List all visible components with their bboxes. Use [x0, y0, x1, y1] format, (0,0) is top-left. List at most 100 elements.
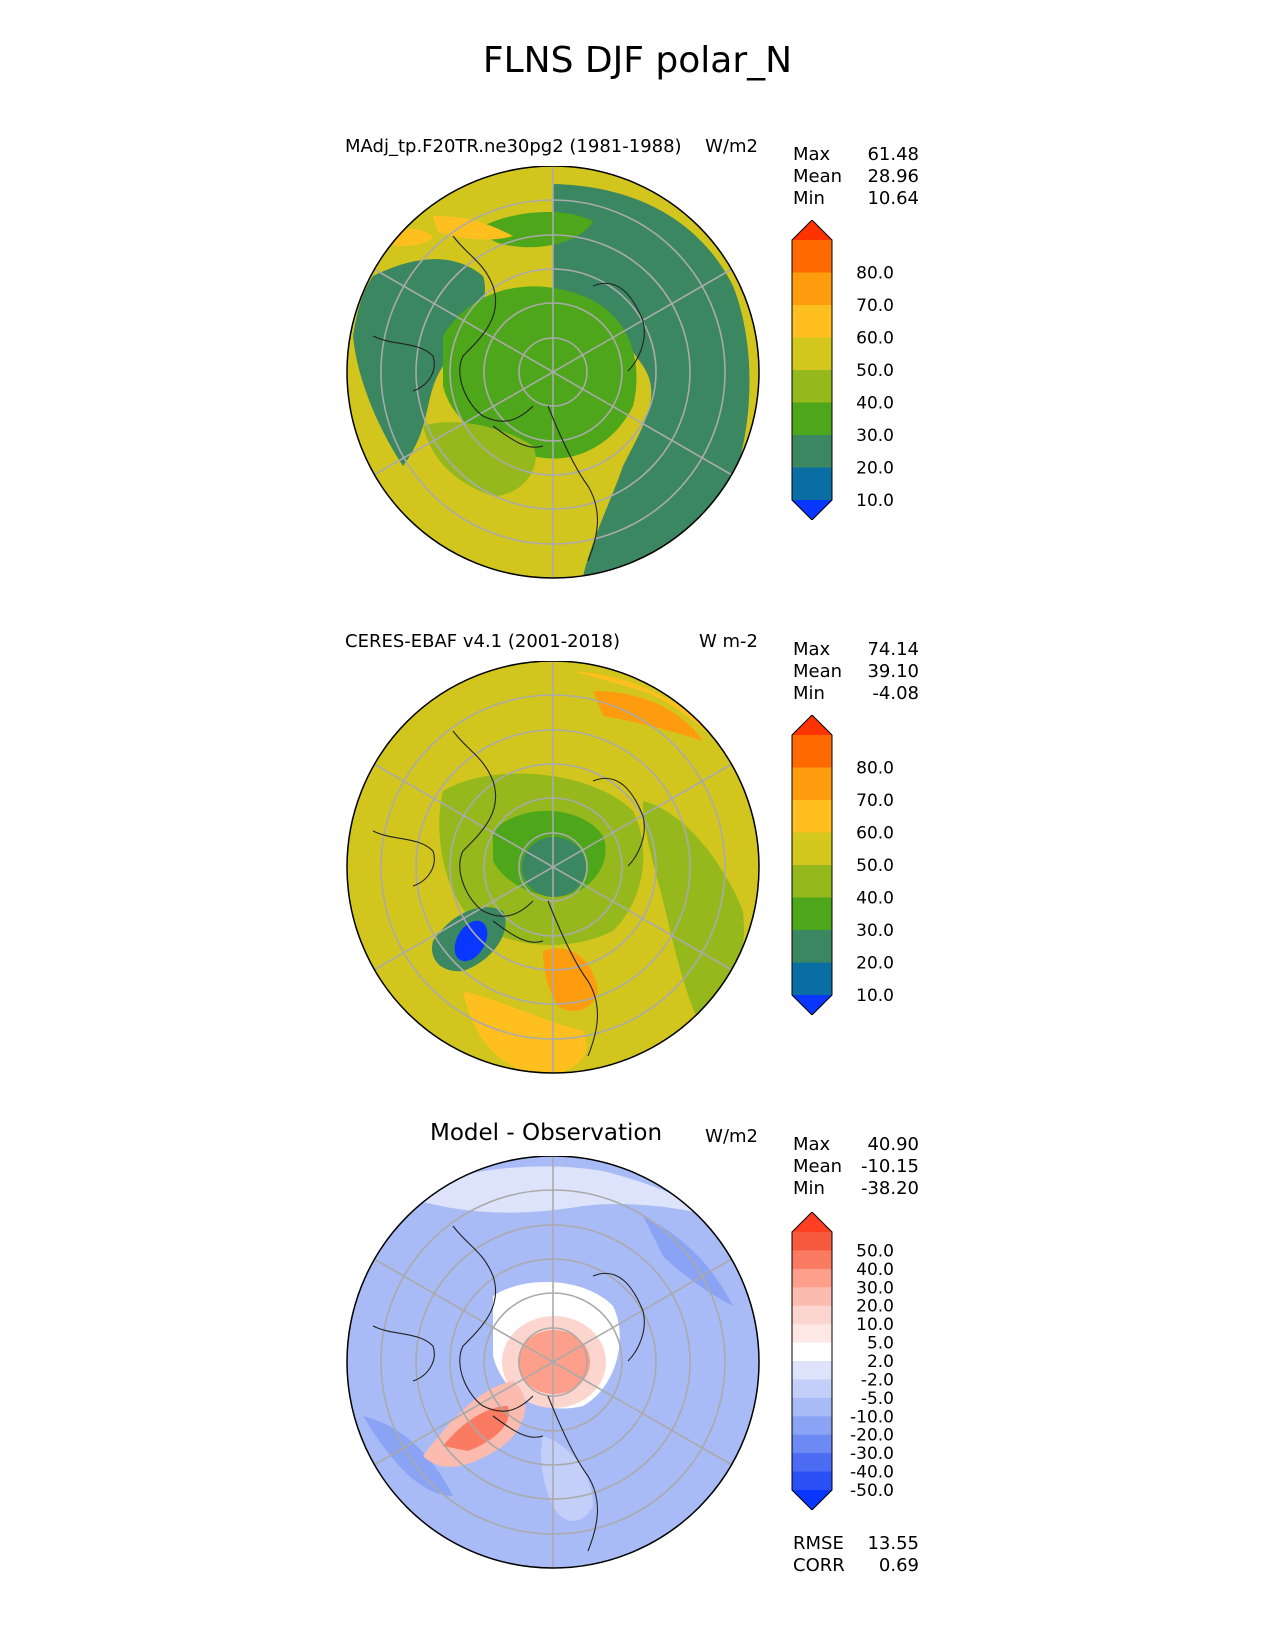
colorbar-tick-label: 60.0: [856, 824, 894, 844]
diff-colorbar: 50.040.030.020.010.05.02.0-2.0-5.0-10.0-…: [791, 1212, 894, 1510]
colorbar-segment: [792, 1324, 832, 1344]
colorbar-outline: [791, 715, 833, 1015]
diff-negative-region: [363, 1416, 453, 1496]
stat-value: 13.55: [867, 1533, 919, 1554]
colorbar-tick-label: 50.0: [856, 856, 894, 876]
colorbar-tick-label: 40.0: [856, 394, 894, 414]
diff-stats: Max 40.90 Mean -10.15 Min -38.20: [793, 1134, 919, 1200]
stat-label: Max: [793, 1134, 831, 1155]
colorbar-segment: [792, 240, 832, 273]
colorbar-tick-label: -20.0: [850, 1426, 894, 1446]
colorbar-segment: [792, 402, 832, 436]
colorbar-segment: [792, 1397, 832, 1417]
colorbar-segment: [792, 1250, 832, 1270]
colorbar-segment: [792, 1471, 832, 1491]
colorbar-tick-label: 10.0: [856, 1315, 894, 1335]
obs-units: W m-2: [698, 631, 758, 652]
colorbar-tick-label: 10.0: [856, 491, 894, 511]
stat-value: 74.14: [867, 639, 919, 660]
coastlines: [372, 235, 645, 562]
colorbar-extend-max: [792, 220, 832, 240]
colorbar-tick-label: 50.0: [856, 1241, 894, 1261]
coastlines: [372, 730, 645, 1057]
obs-stats: Max 74.14 Mean 39.10 Min -4.08: [793, 639, 919, 705]
diff-negative-region: [643, 1216, 733, 1306]
colorbar-extend-min: [792, 500, 832, 520]
stat-label: Min: [793, 188, 825, 209]
colorbar-segment: [792, 1453, 832, 1473]
colorbar-segment: [792, 1379, 832, 1399]
model-greenland-region: [423, 422, 536, 496]
model-siberia-region: [483, 211, 593, 248]
stat-value: 61.48: [867, 144, 919, 165]
obs-polar-map: [346, 661, 760, 1074]
colorbar-tick-label: 40.0: [856, 1260, 894, 1280]
stat-value: 10.64: [867, 188, 919, 209]
map-boundary: [346, 1156, 760, 1569]
colorbar-segment: [792, 1434, 832, 1454]
colorbar-segment: [792, 865, 832, 898]
colorbar-segment: [792, 1305, 832, 1325]
stat-value: 40.90: [867, 1134, 919, 1155]
colorbar-tick-label: 70.0: [856, 791, 894, 811]
diff-polar-map: [346, 1156, 760, 1569]
model-panel-title: MAdj_tp.F20TR.ne30pg2 (1981-1988): [345, 136, 682, 157]
map-gridlines: [373, 166, 733, 578]
obs-greenland-min: [454, 920, 488, 962]
colorbar-segment: [792, 767, 832, 801]
colorbar-tick-label: 30.0: [856, 1278, 894, 1298]
model-colorbar: 80.070.060.050.040.030.020.010.00.0: [791, 220, 894, 520]
colorbar-segment: [792, 1232, 832, 1251]
stat-label: RMSE: [793, 1533, 844, 1554]
colorbar-tick-label: 20.0: [856, 459, 894, 479]
map-gridlines: [373, 1156, 733, 1568]
colorbar-tick-label: 80.0: [856, 759, 894, 779]
stat-value: -10.15: [860, 1156, 919, 1177]
model-polar-map: [346, 166, 760, 579]
colorbar-tick-label: 40.0: [856, 889, 894, 909]
colorbar-tick-label: 30.0: [856, 426, 894, 446]
stat-label: Max: [793, 639, 831, 660]
model-warm-patch: [433, 216, 513, 240]
colorbar-outline: [791, 220, 833, 520]
colorbar-tick-label: -10.0: [850, 1407, 894, 1427]
colorbar-segment: [792, 1416, 832, 1436]
colorbar-tick-label: 5.0: [867, 1334, 894, 1354]
colorbar-tick-label: 30.0: [856, 921, 894, 941]
obs-hot-region: [593, 691, 703, 741]
colorbar-segment: [792, 370, 832, 403]
stat-value: 0.69: [878, 1555, 919, 1576]
obs-atlantic-warm: [463, 991, 587, 1073]
colorbar-segment: [792, 832, 832, 866]
map-gridlines: [373, 661, 733, 1073]
obs-pacific-region: [643, 801, 744, 1031]
stat-label: CORR: [793, 1555, 845, 1576]
colorbar-segment: [792, 1268, 832, 1288]
colorbar-segment: [792, 1287, 832, 1307]
colorbar-segment: [792, 467, 832, 501]
colorbar-segment: [792, 800, 832, 833]
colorbar-segment: [792, 897, 832, 931]
diff-units: W/m2: [705, 1126, 758, 1147]
map-boundary: [346, 166, 760, 579]
stat-label: Min: [793, 1178, 825, 1199]
colorbar-tick-label: 80.0: [856, 264, 894, 284]
stat-value: 28.96: [867, 166, 919, 187]
colorbar-tick-label: -2.0: [861, 1370, 894, 1390]
model-stats: Max 61.48 Mean 28.96 Min 10.64: [793, 144, 919, 210]
colorbar-segment: [792, 735, 832, 768]
colorbar-tick-label: 50.0: [856, 361, 894, 381]
colorbar-extend-min: [792, 1490, 832, 1510]
colorbar-segment: [792, 1342, 832, 1362]
colorbar-tick-label: 70.0: [856, 296, 894, 316]
map-boundary: [346, 661, 760, 1074]
obs-warm-patch: [543, 948, 598, 1011]
colorbar-segment: [792, 435, 832, 468]
colorbar-tick-label: 20.0: [856, 1297, 894, 1317]
model-arctic-region: [443, 286, 637, 459]
coastlines: [372, 1225, 645, 1552]
diff-greenland-peak: [443, 1406, 509, 1451]
colorbar-extend-min: [792, 995, 832, 1015]
stat-value: -38.20: [860, 1178, 919, 1199]
colorbar-segment: [792, 272, 832, 306]
